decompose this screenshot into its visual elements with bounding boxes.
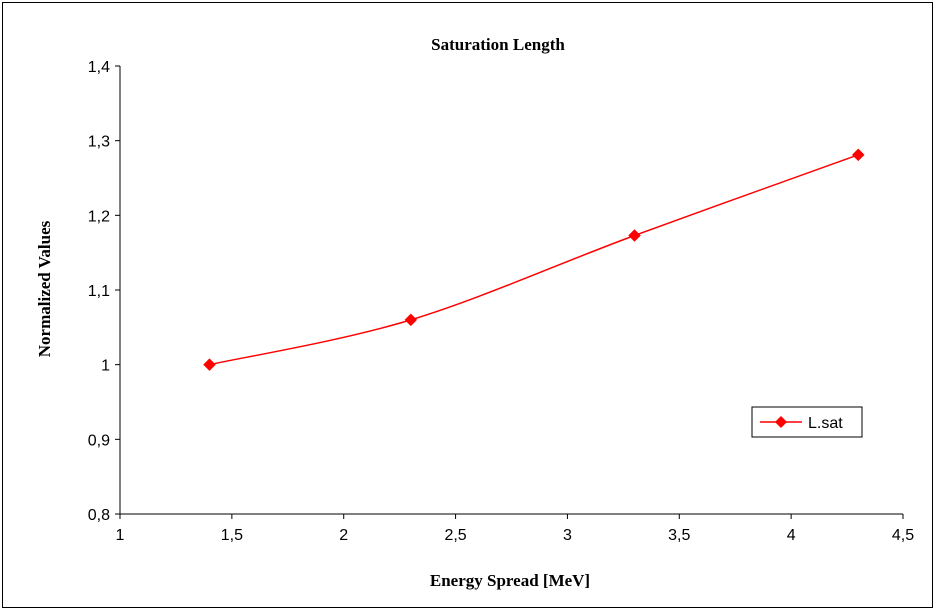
x-tick-label: 4 — [787, 527, 796, 544]
legend-marker — [775, 416, 787, 428]
x-tick-label: 1,5 — [221, 527, 243, 544]
series-line — [209, 154, 859, 366]
y-tick-label: 1,2 — [88, 208, 110, 225]
data-point — [628, 229, 641, 242]
y-tick-label: 0,8 — [88, 507, 110, 524]
series-layer — [203, 148, 865, 372]
legend-label: L.sat — [808, 415, 843, 432]
x-tick-label: 3,5 — [668, 527, 690, 544]
x-tick-label: 1 — [116, 527, 125, 544]
chart-title: Saturation Length — [431, 35, 565, 54]
x-tick-label: 4,5 — [892, 527, 914, 544]
x-tick-label: 2 — [339, 527, 348, 544]
x-tick-label: 2,5 — [444, 527, 466, 544]
y-tick-label: 1,1 — [88, 283, 110, 300]
legend: L.sat — [751, 406, 863, 438]
ticks: 0,8 0,9 1 1,1 1,2 1,3 1,4 1 1,5 2 2,5 3 3,5 4 4,5 — [88, 59, 914, 544]
y-tick-label: 1,3 — [88, 134, 110, 151]
y-tick-label: 0,9 — [88, 432, 110, 449]
y-axis-label: Normalized Values — [35, 220, 54, 357]
x-tick-label: 3 — [563, 527, 572, 544]
y-tick-label: 1 — [101, 358, 110, 375]
y-tick-label: 1,4 — [88, 59, 110, 76]
data-point — [404, 313, 418, 327]
data-point — [203, 358, 216, 372]
x-axis-label: Energy Spread [MeV] — [430, 571, 590, 590]
data-point — [851, 148, 865, 162]
axes — [119, 66, 903, 515]
